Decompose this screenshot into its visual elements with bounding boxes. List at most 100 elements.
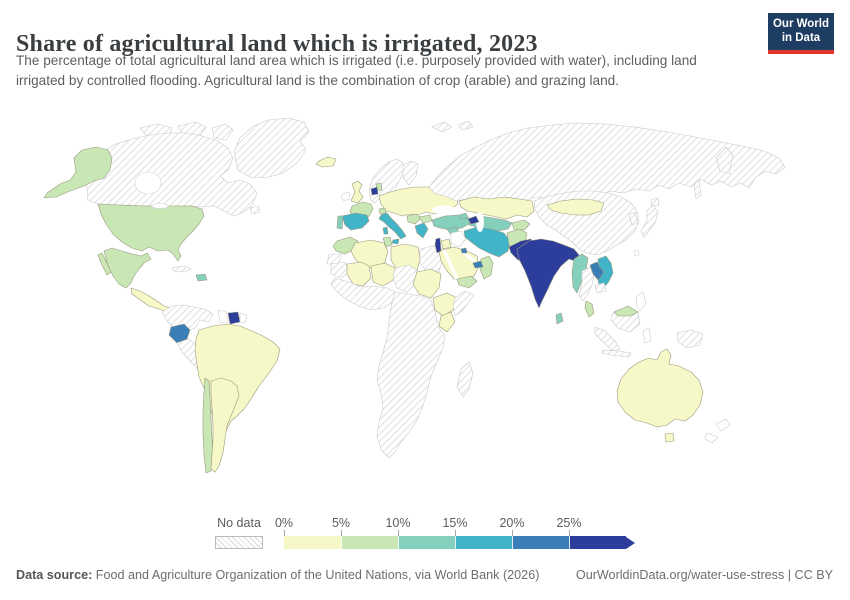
legend-bin-0-5%[interactable] [284, 536, 341, 549]
country-egypt[interactable] [419, 245, 445, 275]
country-malaysia-borneo[interactable] [613, 305, 639, 317]
country-oman[interactable] [479, 255, 494, 280]
country-finland[interactable] [402, 160, 419, 186]
country-dominican-republic[interactable] [195, 273, 208, 282]
persian-gulf [461, 250, 477, 264]
country-papua-new-guinea[interactable] [676, 329, 704, 349]
country-mauritania[interactable] [330, 261, 350, 279]
country-argentina[interactable] [210, 377, 240, 473]
country-kazakhstan[interactable] [458, 196, 535, 220]
footer: Data source: Food and Agriculture Organi… [16, 568, 833, 582]
country-turkey[interactable] [431, 214, 471, 231]
country-israel[interactable] [434, 237, 442, 254]
country-suriname[interactable] [227, 311, 241, 325]
country-azerbaijan[interactable] [467, 215, 480, 225]
legend-tick-stem [398, 530, 399, 536]
country-yemen[interactable] [456, 275, 478, 289]
country-united-kingdom[interactable] [350, 180, 364, 204]
country-australia[interactable] [616, 348, 704, 428]
country-kyrgyzstan-tajikistan[interactable] [511, 219, 531, 231]
country-newfoundland[interactable] [249, 205, 261, 215]
legend-bin-25%+[interactable] [569, 536, 626, 549]
legend-bin-20-25%[interactable] [512, 536, 569, 549]
country-indonesia-java[interactable] [601, 349, 632, 358]
country-malaysia[interactable] [584, 300, 595, 318]
country-kamchatka[interactable] [715, 146, 734, 175]
legend-tick-label: 5% [331, 516, 351, 530]
country-switzerland[interactable] [378, 207, 387, 215]
country-indonesia-sumatra[interactable] [594, 326, 621, 352]
country-uae[interactable] [472, 260, 484, 269]
country-chile[interactable] [202, 377, 214, 474]
owid-logo[interactable]: Our World in Data [768, 13, 834, 54]
chart-subtitle: The percentage of total agricultural lan… [16, 53, 697, 89]
country-ecuador[interactable] [168, 323, 191, 344]
country-chad[interactable] [392, 264, 418, 293]
country-iran[interactable] [463, 226, 511, 258]
legend-tick-stem [455, 530, 456, 536]
country-iraq[interactable] [450, 230, 467, 248]
country-central-america[interactable] [130, 287, 172, 314]
owid-logo-line2: in Data [781, 31, 821, 44]
legend-bin-5-10%[interactable] [341, 536, 398, 549]
country-guyana[interactable] [217, 309, 229, 324]
legend-tick-label: 25% [556, 516, 582, 530]
country-philippines[interactable] [635, 291, 647, 312]
country-myanmar[interactable] [571, 253, 589, 294]
country-sulawesi[interactable] [642, 327, 652, 344]
legend-bin-15-20%[interactable] [455, 536, 512, 549]
country-central-southern-africa[interactable] [376, 291, 446, 459]
country-greece[interactable] [414, 222, 429, 239]
country-sudan[interactable] [412, 268, 442, 299]
country-netherlands[interactable] [370, 186, 379, 196]
country-tunisia[interactable] [382, 236, 393, 248]
country-west-africa[interactable] [330, 277, 396, 311]
country-japan[interactable] [640, 197, 660, 238]
country-madagascar[interactable] [456, 361, 474, 398]
country-iceland[interactable] [315, 156, 337, 168]
country-korea[interactable] [628, 211, 639, 226]
footer-source-text: Food and Agriculture Organization of the… [92, 568, 540, 582]
legend-no-data-swatch[interactable] [215, 536, 263, 549]
country-mongolia[interactable] [546, 198, 605, 216]
country-new-zealand[interactable] [704, 418, 731, 444]
country-sakhalin[interactable] [693, 179, 702, 200]
country-georgia[interactable] [458, 212, 469, 220]
country-cambodia[interactable] [594, 282, 607, 294]
legend-tick-stem [341, 530, 342, 536]
country-somalia[interactable] [452, 290, 475, 317]
country-italy[interactable] [378, 212, 407, 245]
country-ethiopia[interactable] [432, 292, 458, 317]
country-svalbard[interactable] [431, 120, 474, 133]
country-greenland[interactable] [233, 117, 310, 179]
country-spain[interactable] [341, 212, 370, 231]
country-baja-california[interactable] [97, 252, 112, 276]
legend-tick-stem [569, 530, 570, 536]
country-balkans[interactable] [406, 213, 422, 225]
owid-logo-line1: Our World [772, 18, 829, 30]
legend-bin-10-15%[interactable] [398, 536, 455, 549]
caspian-sea [476, 212, 484, 232]
country-jordan[interactable] [440, 238, 452, 250]
country-tasmania[interactable] [664, 432, 675, 443]
legend-tick-stem [512, 530, 513, 536]
country-taiwan[interactable] [633, 249, 640, 257]
country-alaska[interactable] [43, 146, 113, 199]
country-french-guiana[interactable] [239, 312, 248, 324]
hudson-bay [134, 171, 162, 195]
country-mexico[interactable] [103, 247, 152, 289]
country-india[interactable] [516, 238, 580, 309]
country-canada[interactable] [85, 132, 258, 217]
country-niger[interactable] [370, 262, 396, 287]
country-kuwait[interactable] [460, 247, 468, 254]
country-ireland[interactable] [340, 191, 351, 202]
country-mali[interactable] [346, 261, 372, 287]
country-kenya[interactable] [438, 311, 456, 333]
country-cuba[interactable] [171, 265, 192, 273]
country-portugal[interactable] [336, 215, 344, 230]
country-sri-lanka[interactable] [555, 312, 564, 325]
country-usa[interactable] [97, 203, 205, 262]
country-bulgaria[interactable] [418, 214, 433, 224]
footer-link[interactable]: OurWorldinData.org/water-use-stress | CC… [575, 568, 833, 582]
legend-color-bar [284, 536, 635, 549]
